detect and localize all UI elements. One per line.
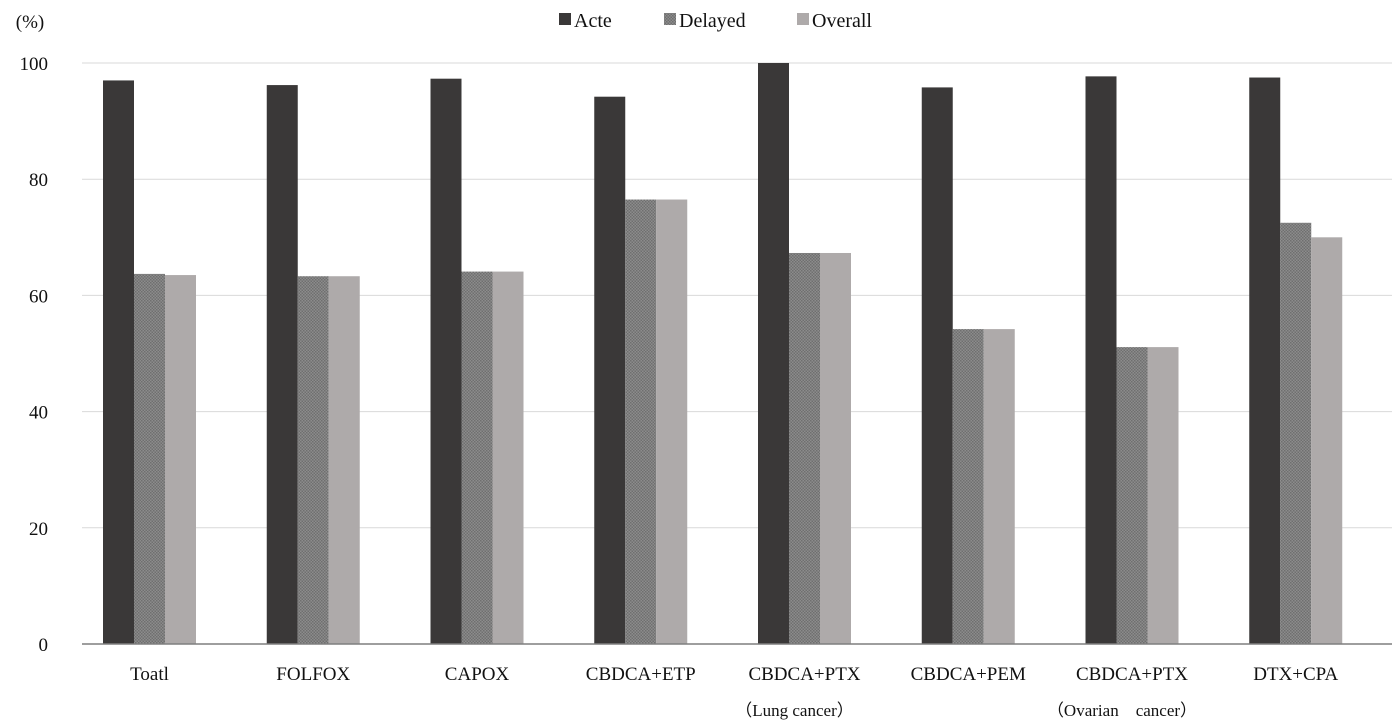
bar-overall-7: [1147, 347, 1179, 644]
x-tick-label: DTX+CPA: [1253, 664, 1338, 685]
x-tick-sublabel: （Ovarian cancer）: [1047, 701, 1197, 720]
y-tick-label: 40: [29, 403, 48, 424]
legend-label: Delayed: [679, 10, 746, 32]
legend-swatch: [797, 13, 809, 25]
bar-overall-5: [820, 252, 851, 644]
bar-delayed-5: [789, 252, 820, 644]
bar-overall-3: [492, 271, 524, 644]
y-axis-label: (%): [16, 12, 44, 33]
bar-delayed-4: [625, 199, 657, 644]
y-tick-label: 80: [29, 170, 48, 191]
legend-swatch: [559, 13, 571, 25]
x-tick-label: Toatl: [130, 664, 169, 685]
x-tick-label: FOLFOX: [276, 664, 350, 685]
bar-acte-1: [103, 80, 134, 645]
bar-overall-4: [656, 199, 688, 644]
bars: [103, 63, 1343, 645]
bar-acte-2: [266, 85, 298, 644]
x-tick-sublabel: （Lung cancer）: [735, 701, 853, 720]
bar-acte-4: [594, 96, 626, 644]
y-tick-label: 0: [39, 635, 49, 656]
axes: 0 20 40 60 80 100 (%) Toatl FOLFOX CAPOX CBDCA+ETP…: [16, 12, 1392, 720]
y-tick-label: 60: [29, 286, 48, 307]
bar-delayed-2: [297, 276, 329, 644]
legend-label: Overall: [812, 10, 872, 32]
bar-delayed-3: [461, 271, 493, 644]
legend-label: Acte: [574, 10, 612, 32]
legend-item-delayed: Delayed: [664, 10, 746, 32]
legend-swatch: [664, 13, 676, 25]
bar-overall-1: [165, 275, 196, 644]
y-tick-label: 20: [29, 519, 48, 540]
bar-delayed-8: [1280, 222, 1312, 644]
y-tick-label: 100: [20, 54, 49, 75]
bar-delayed-6: [952, 329, 984, 644]
x-tick-label: CAPOX: [445, 664, 510, 685]
x-tick-label: CBDCA+ETP: [586, 664, 696, 685]
legend-item-overall: Overall: [797, 10, 872, 32]
x-tick-label: CBDCA+PEM: [911, 664, 1026, 685]
x-tick-label: CBDCA+PTX: [1076, 664, 1188, 685]
bar-acte-8: [1249, 77, 1281, 644]
bar-delayed-7: [1116, 347, 1148, 644]
legend: Acte Delayed Overall: [559, 10, 872, 32]
bar-acte-7: [1085, 76, 1117, 645]
x-tick-label: CBDCA+PTX: [748, 664, 860, 685]
bar-overall-6: [983, 329, 1015, 644]
bar-acte-6: [921, 87, 953, 645]
bar-overall-2: [328, 276, 360, 644]
bar-overall-8: [1311, 237, 1343, 645]
bar-acte-5: [758, 63, 789, 644]
bar-acte-3: [430, 78, 462, 644]
bar-delayed-1: [134, 273, 165, 644]
legend-item-acte: Acte: [559, 10, 612, 32]
